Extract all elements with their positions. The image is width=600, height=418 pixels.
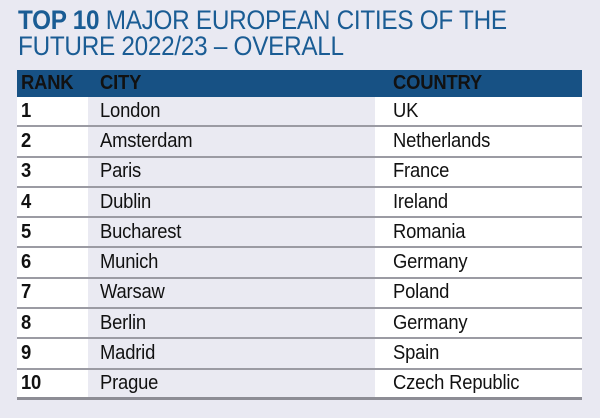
- rank-cell: 6: [21, 251, 32, 274]
- country-cell: France: [393, 160, 450, 183]
- country-cell: Romania: [393, 220, 466, 243]
- city-cell: Munich: [88, 248, 375, 277]
- city-cell: Warsaw: [88, 278, 375, 308]
- rank-cell: 1: [21, 99, 32, 122]
- city-cell: Dublin: [88, 187, 375, 217]
- title-line1-text: MAJOR EUROPEAN CITIES OF THE: [99, 5, 507, 35]
- city-cell: Madrid: [88, 339, 375, 368]
- table-row: 6 Munich Germany: [17, 248, 582, 279]
- table-row: 8 Berlin Germany: [17, 309, 582, 340]
- rank-cell: 2: [21, 129, 32, 152]
- country-cell: Netherlands: [393, 129, 491, 152]
- city-cell: Prague: [88, 369, 375, 397]
- table-header-row: RANK CITY COUNTRY: [17, 70, 582, 97]
- title-line2-text: FUTURE 2022/23 – OVERALL: [18, 31, 344, 61]
- rank-cell: 10: [21, 371, 42, 394]
- country-cell: UK: [393, 99, 419, 122]
- page-title: TOP 10 MAJOR EUROPEAN CITIES OF THE FUTU…: [18, 5, 536, 61]
- city-cell: London: [88, 97, 375, 126]
- title-line-1: TOP 10 MAJOR EUROPEAN CITIES OF THE: [18, 5, 536, 35]
- city-cell: Bucharest: [88, 218, 375, 247]
- rank-cell: 9: [21, 342, 32, 365]
- rank-cell: 5: [21, 220, 32, 243]
- column-header-city-label: CITY: [100, 72, 142, 94]
- rank-cell: 4: [21, 190, 32, 213]
- country-cell: Spain: [393, 342, 440, 365]
- rank-cell: 7: [21, 281, 32, 304]
- table-row: 1 London UK: [17, 97, 582, 128]
- column-header-city: CITY: [88, 70, 375, 97]
- column-header-rank-label: RANK: [21, 72, 74, 94]
- table-row: 9 Madrid Spain: [17, 339, 582, 370]
- rank-cell: 8: [21, 311, 32, 334]
- table-row: 5 Bucharest Romania: [17, 218, 582, 249]
- city-cell: Berlin: [88, 309, 375, 338]
- table-row: 10 Prague Czech Republic: [17, 369, 582, 400]
- rank-cell: 3: [21, 160, 32, 183]
- table-row: 4 Dublin Ireland: [17, 187, 582, 219]
- country-cell: Ireland: [393, 190, 448, 213]
- title-line-2: FUTURE 2022/23 – OVERALL: [18, 31, 536, 61]
- city-cell: Paris: [88, 157, 375, 186]
- column-header-country-label: COUNTRY: [393, 72, 483, 94]
- title-top10-label: TOP 10: [18, 5, 100, 35]
- table-row: 7 Warsaw Poland: [17, 278, 582, 310]
- table-row: 2 Amsterdam Netherlands: [17, 127, 582, 158]
- country-cell: Poland: [393, 281, 450, 304]
- column-header-rank: RANK: [17, 70, 88, 97]
- country-cell: Germany: [393, 311, 468, 334]
- city-cell: Amsterdam: [88, 127, 375, 156]
- country-cell: Czech Republic: [393, 371, 520, 394]
- column-header-country: COUNTRY: [375, 70, 582, 97]
- ranking-table: RANK CITY COUNTRY 1 London UK 2 Amsterda…: [17, 70, 582, 400]
- country-cell: Germany: [393, 251, 468, 274]
- table-row: 3 Paris France: [17, 157, 582, 188]
